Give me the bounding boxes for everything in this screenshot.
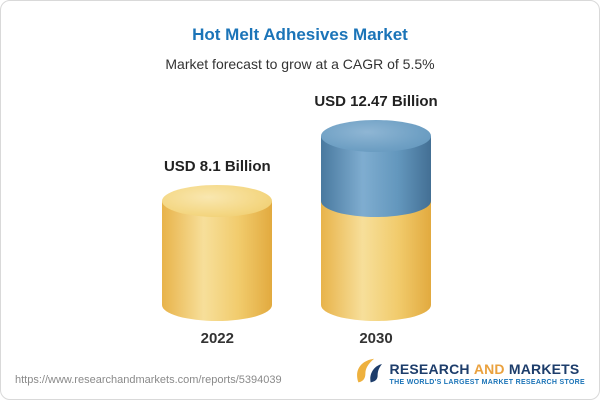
research-and-markets-logo[interactable]: RESEARCH AND MARKETS THE WORLD'S LARGEST… xyxy=(352,357,585,390)
research-and-markets-logo-icon xyxy=(352,357,384,390)
year-label-2030: 2030 xyxy=(359,330,393,347)
value-label-2030: USD 12.47 Billion xyxy=(314,93,438,110)
cylinder-2022 xyxy=(162,185,273,321)
cylinder-2030-base-segment xyxy=(321,201,431,321)
bar-group-2022: USD 8.1 Billion 2022 xyxy=(162,158,273,347)
cylinder-2030 xyxy=(321,120,431,321)
header: Hot Melt Adhesives Market Market forecas… xyxy=(1,25,599,72)
logo-text: RESEARCH AND MARKETS THE WORLD'S LARGEST… xyxy=(390,361,585,386)
logo-tagline: THE WORLD'S LARGEST MARKET RESEARCH STOR… xyxy=(389,379,585,386)
bar-group-2030: USD 12.47 Billion 2030 xyxy=(314,93,437,347)
cylinder-2022-top-ellipse xyxy=(162,185,273,217)
chart-subtitle: Market forecast to grow at a CAGR of 5.5… xyxy=(165,56,435,72)
chart-title: Hot Melt Adhesives Market xyxy=(192,25,408,44)
value-label-2022: USD 8.1 Billion xyxy=(163,158,271,175)
cylinder-bar-chart: USD 8.1 Billion 2022 USD 12.47 Billion 2… xyxy=(1,93,599,347)
cylinder-2022-body xyxy=(162,201,273,321)
cylinder-2030-top-ellipse xyxy=(321,120,431,152)
report-url[interactable]: https://www.researchandmarkets.com/repor… xyxy=(15,374,282,386)
year-label-2022: 2022 xyxy=(200,330,234,347)
logo-wordmark: RESEARCH AND MARKETS xyxy=(389,361,580,377)
